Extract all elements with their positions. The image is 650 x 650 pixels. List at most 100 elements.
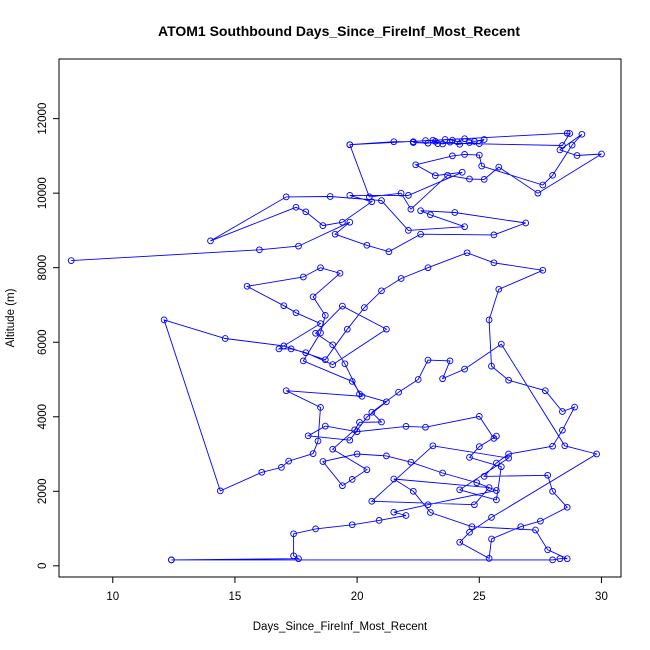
data-point bbox=[343, 325, 351, 333]
data-point bbox=[368, 497, 376, 505]
data-point bbox=[549, 556, 556, 564]
data-point bbox=[319, 222, 327, 229]
data-point bbox=[446, 357, 454, 365]
data-point bbox=[475, 140, 483, 147]
data-point bbox=[295, 555, 302, 563]
data-point bbox=[295, 242, 302, 250]
data-point bbox=[598, 150, 605, 158]
data-point bbox=[317, 320, 324, 327]
data-point bbox=[493, 487, 500, 494]
data-point bbox=[556, 555, 564, 563]
data-point bbox=[302, 349, 310, 357]
data-point bbox=[302, 208, 310, 216]
data-point bbox=[495, 285, 503, 293]
data-point bbox=[341, 360, 349, 368]
data-point bbox=[168, 556, 175, 564]
data-point bbox=[348, 476, 356, 483]
data-point bbox=[493, 459, 500, 467]
data-point bbox=[559, 426, 566, 434]
data-point bbox=[256, 246, 263, 254]
data-point bbox=[339, 302, 346, 310]
data-point bbox=[314, 437, 322, 445]
y-tick-label: 10000 bbox=[37, 177, 49, 209]
data-point bbox=[378, 418, 385, 426]
data-point bbox=[243, 282, 251, 290]
data-point bbox=[353, 450, 361, 458]
data-point bbox=[478, 162, 486, 170]
data-point bbox=[292, 203, 300, 211]
data-point bbox=[532, 526, 539, 534]
data-point bbox=[407, 205, 415, 213]
data-point bbox=[571, 403, 578, 411]
data-point bbox=[358, 392, 366, 400]
data-point bbox=[522, 219, 530, 227]
data-point bbox=[505, 376, 512, 384]
chart-title: ATOM1 Southbound Days_Since_FireInf_Most… bbox=[158, 23, 520, 39]
data-point bbox=[287, 345, 295, 353]
data-point bbox=[407, 458, 415, 466]
data-point bbox=[385, 248, 393, 256]
x-tick-label: 30 bbox=[595, 591, 608, 603]
data-point bbox=[317, 329, 324, 337]
data-point bbox=[431, 138, 439, 145]
data-point bbox=[490, 435, 498, 442]
data-point bbox=[383, 452, 390, 460]
data-point bbox=[485, 555, 493, 562]
data-point bbox=[461, 151, 468, 158]
data-point bbox=[549, 442, 556, 450]
data-point bbox=[309, 450, 317, 457]
data-point bbox=[405, 192, 412, 199]
data-point bbox=[468, 523, 476, 531]
x-tick-label: 10 bbox=[106, 591, 119, 603]
data-point bbox=[422, 423, 429, 431]
data-point bbox=[409, 139, 417, 146]
data-point bbox=[578, 130, 586, 138]
data-point bbox=[368, 408, 376, 416]
data-point bbox=[539, 266, 547, 274]
data-point bbox=[537, 517, 544, 525]
data-point bbox=[495, 163, 503, 171]
data-point bbox=[280, 302, 288, 310]
series-2 bbox=[67, 129, 605, 264]
series-1 bbox=[160, 249, 600, 564]
data-point bbox=[361, 304, 368, 311]
data-point bbox=[299, 357, 307, 365]
data-point bbox=[346, 141, 354, 149]
data-point bbox=[378, 287, 385, 295]
data-point bbox=[339, 218, 346, 226]
data-point bbox=[549, 171, 556, 179]
data-point bbox=[488, 535, 495, 543]
y-tick-label: 2000 bbox=[37, 478, 49, 504]
data-point bbox=[573, 152, 581, 159]
data-point bbox=[280, 342, 288, 350]
data-point bbox=[449, 152, 456, 160]
y-tick-label: 0 bbox=[37, 563, 49, 569]
data-point bbox=[490, 259, 498, 267]
data-point bbox=[285, 457, 293, 465]
data-point bbox=[378, 197, 385, 204]
data-point bbox=[497, 463, 505, 471]
data-point bbox=[348, 521, 356, 529]
data-point bbox=[275, 345, 283, 353]
data-point bbox=[329, 341, 337, 349]
data-point bbox=[331, 230, 339, 238]
data-point bbox=[549, 487, 556, 495]
data-point bbox=[563, 129, 571, 137]
data-point bbox=[160, 316, 168, 324]
data-point bbox=[346, 192, 354, 199]
data-point bbox=[427, 509, 434, 516]
x-axis: 10 15 20 25 30 bbox=[106, 577, 608, 603]
data-point bbox=[446, 138, 454, 146]
data-point bbox=[559, 142, 566, 149]
data-point bbox=[439, 375, 446, 383]
data-point bbox=[480, 473, 488, 480]
data-point bbox=[312, 329, 319, 337]
y-tick-label: 8000 bbox=[37, 255, 49, 281]
data-point bbox=[312, 525, 319, 533]
data-point bbox=[383, 325, 390, 333]
data-point bbox=[363, 413, 371, 421]
data-point bbox=[317, 264, 324, 272]
data-point bbox=[321, 422, 329, 430]
data-point bbox=[424, 139, 432, 147]
